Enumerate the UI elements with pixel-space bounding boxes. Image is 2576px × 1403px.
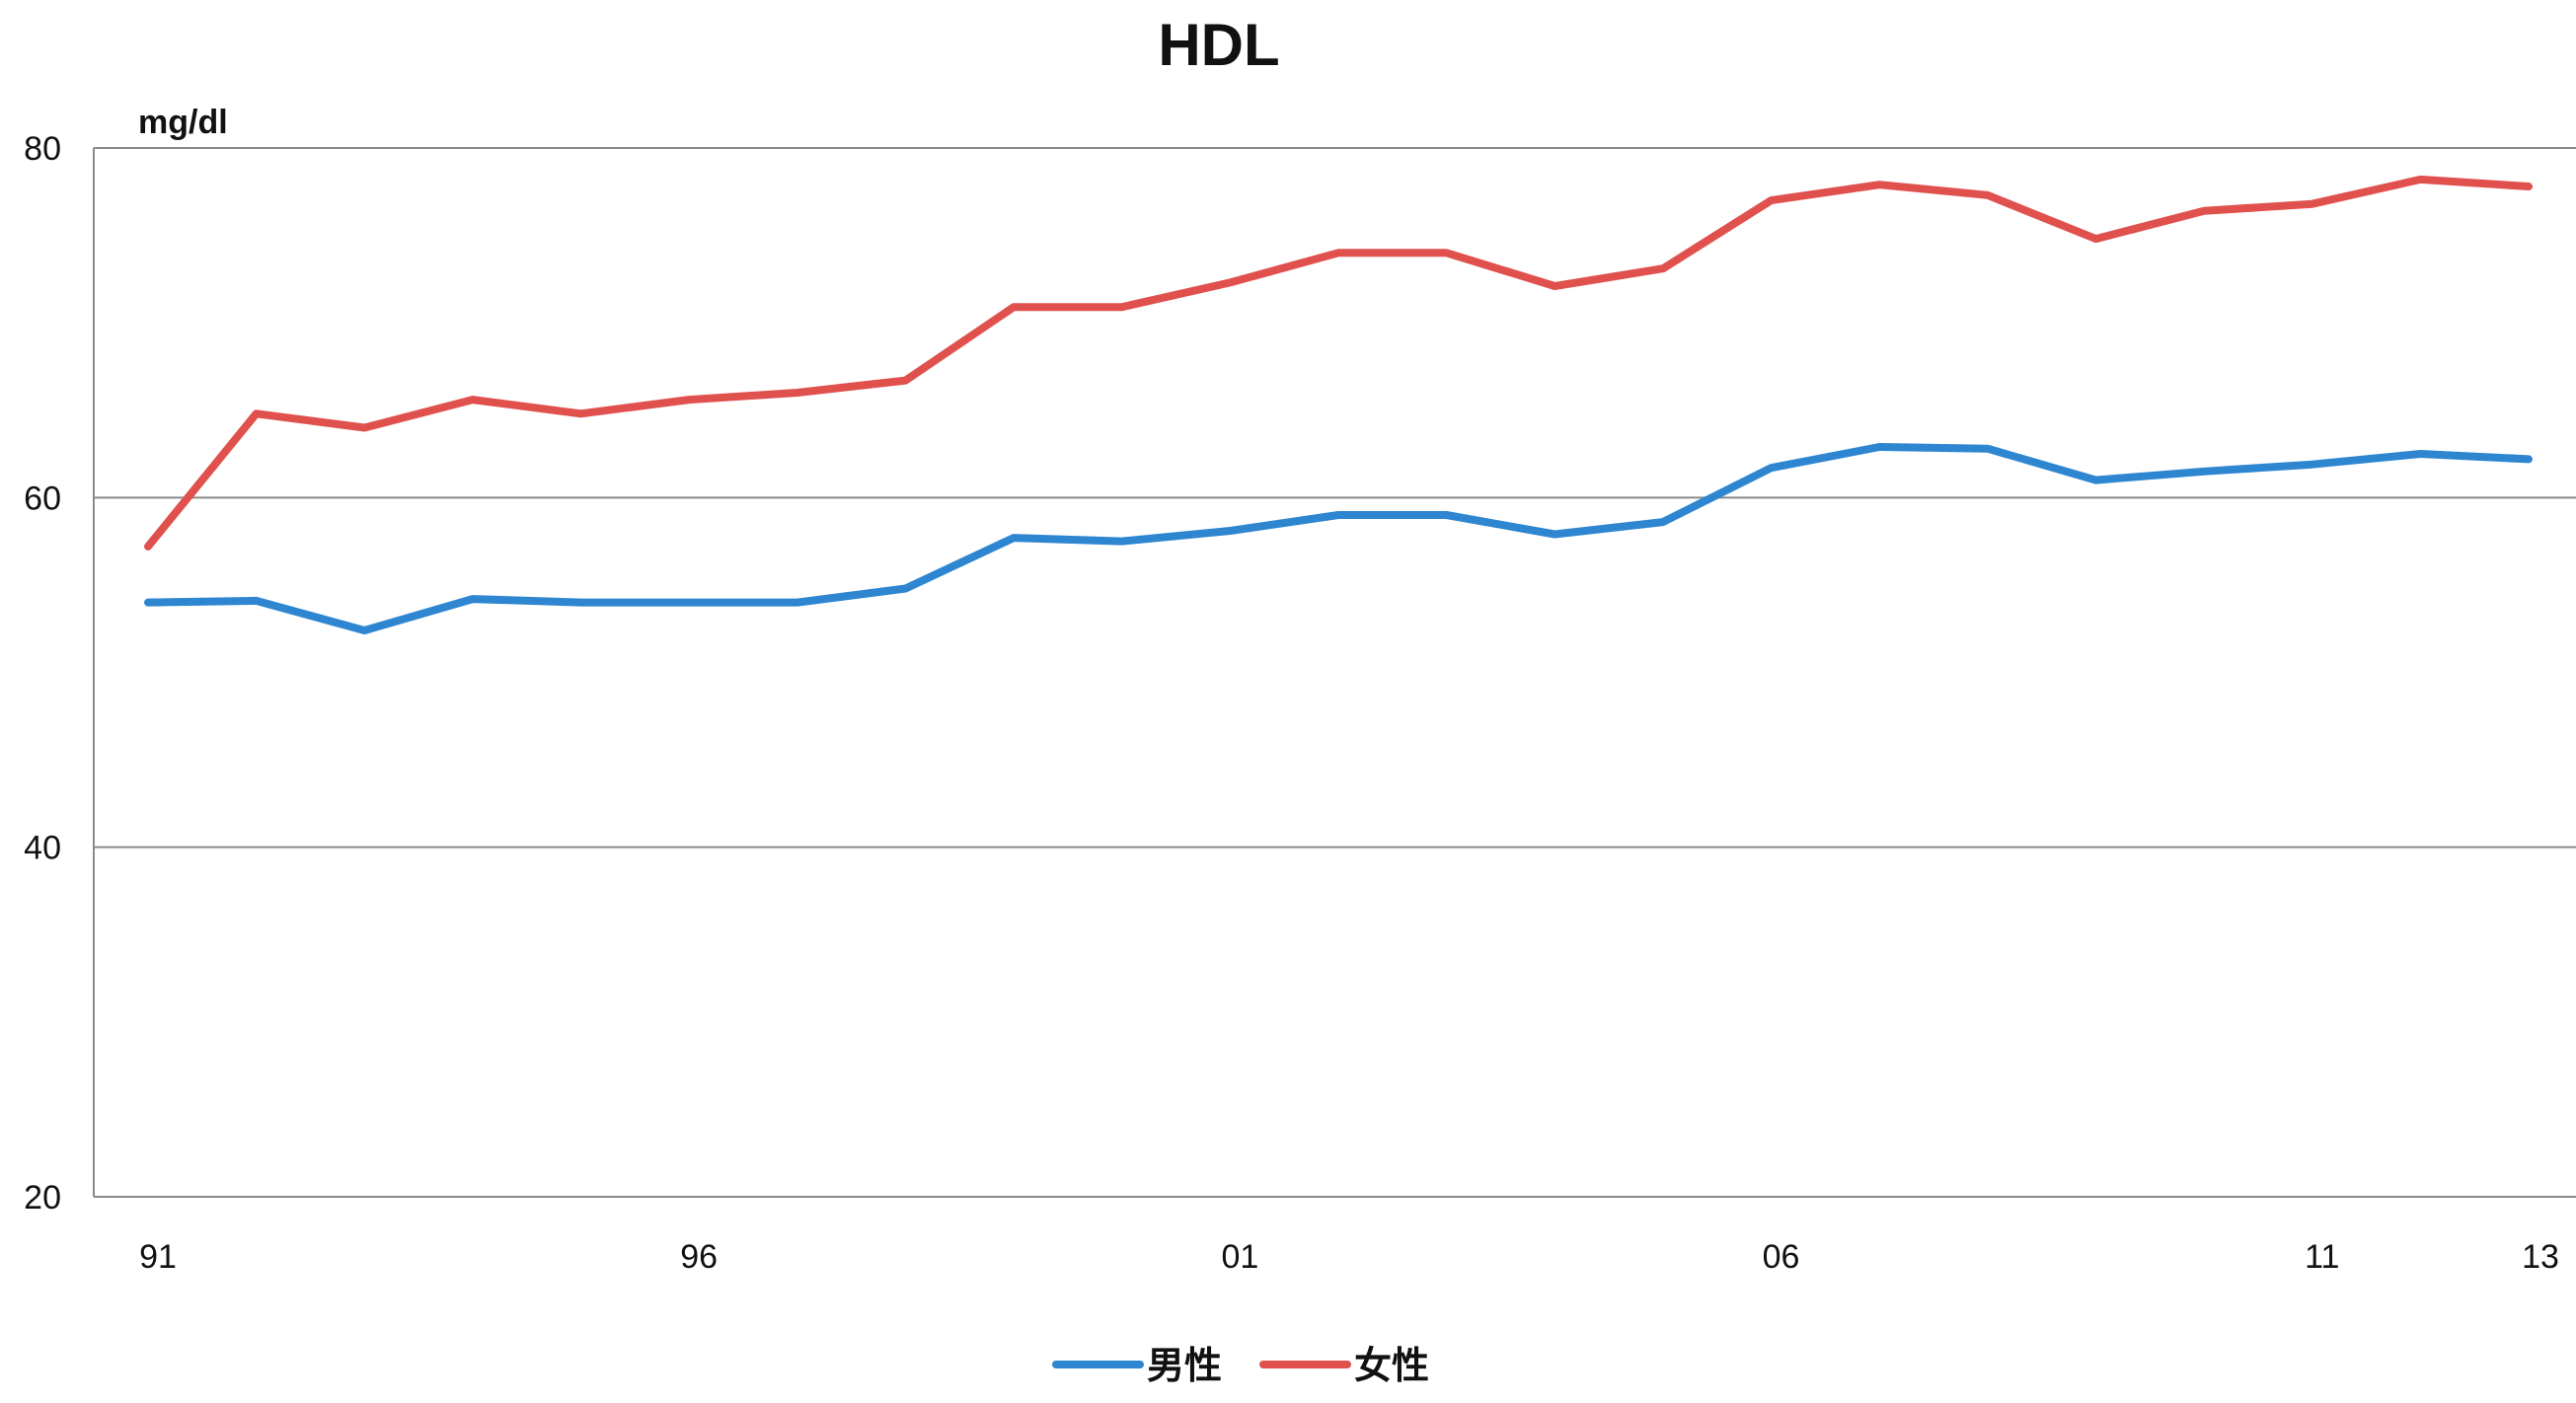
x-tick-label: 11 [2305, 1238, 2339, 1276]
x-tick-label: 06 [1763, 1238, 1800, 1276]
y-tick-label: 40 [24, 830, 61, 867]
y-tick-label: 80 [24, 130, 61, 168]
legend-label: 女性 [1354, 1344, 1429, 1387]
chart-title: HDL [1158, 12, 1279, 78]
series-line-1 [144, 175, 2533, 551]
x-tick-label: 96 [680, 1238, 718, 1276]
y-tick-label: 20 [24, 1179, 61, 1217]
gridlines [94, 147, 2576, 1198]
legend: 男性 女性 [1052, 1344, 1429, 1387]
x-tick-label: 01 [1221, 1238, 1258, 1276]
legend-label: 男性 [1147, 1344, 1222, 1387]
series-line-0 [144, 443, 2533, 634]
series-lines [144, 175, 2533, 634]
y-axis-unit-label: mg/dl [138, 104, 228, 141]
x-tick-label: 91 [139, 1238, 177, 1276]
x-axis-ticks: 91 96 01 06 11 13 [139, 1238, 2559, 1276]
y-tick-label: 60 [24, 480, 61, 517]
y-axis-ticks: 80 60 40 20 [24, 130, 61, 1217]
x-tick-label: 13 [2522, 1238, 2559, 1276]
